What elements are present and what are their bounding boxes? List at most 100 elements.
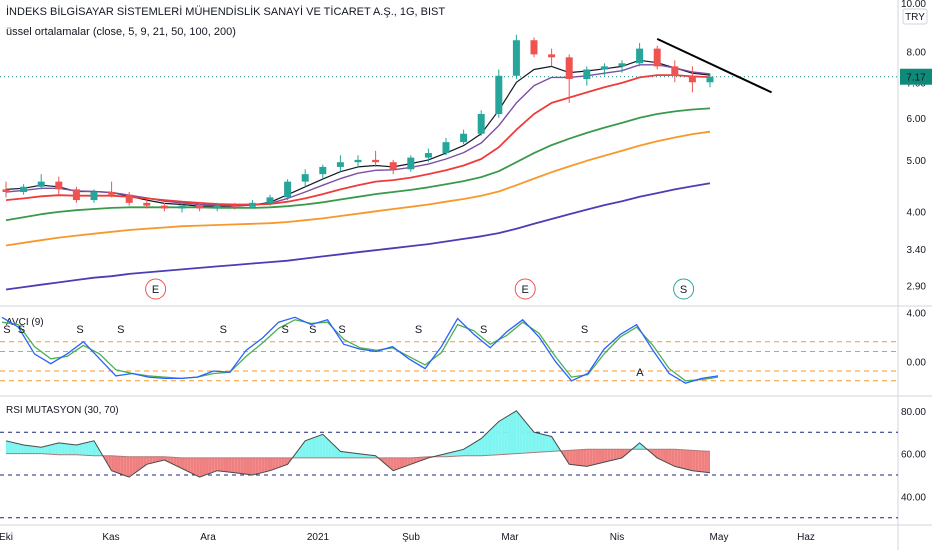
candle-body [301,174,309,182]
avci-signal-label: S [117,324,124,336]
candle-body [618,63,626,67]
rsi-fill [613,449,617,460]
rsi-fill [249,457,253,475]
rsi-fill [536,432,540,453]
rsi-fill [281,457,285,467]
rsi-fill [32,446,36,454]
rsi-fill [393,457,397,471]
rsi-fill [404,457,408,467]
rsi-fill [331,442,335,458]
rsi-fill [267,457,270,472]
candle-body [108,191,116,195]
avci-signal-label: S [220,324,227,336]
rsi-fill [639,442,643,450]
rsi-fill [223,457,226,472]
rsi-fill [314,436,317,458]
rsi-fill [583,449,587,467]
rsi-fill [390,457,394,471]
rsi-fill [366,454,370,458]
rsi-fill [507,414,511,455]
avci-signal-label: S [338,324,345,336]
ema-line-ema-100 [5,130,711,247]
candle-body [90,191,98,201]
candle-body [407,157,415,170]
candle-body [72,189,80,201]
rsi-fill [47,445,50,455]
price-tick-label: 6.00 [907,114,927,125]
rsi-fill [179,457,182,469]
rsi-fill [73,444,77,455]
rsi-fill [490,427,493,456]
candle-body [231,205,239,207]
candle-body [336,162,344,167]
rsi-fill [363,454,367,458]
rsi-fill [563,450,567,460]
trendline [656,37,773,94]
rsi-fill [11,442,15,454]
event-marker-label: S [680,284,687,296]
rsi-fill [44,445,48,454]
rsi-fill [211,457,215,473]
rsi-fill [586,449,590,467]
rsi-fill [70,444,74,455]
rsi-fill [67,443,71,455]
rsi-fill [619,449,622,459]
rsi-fill [29,445,33,454]
candle-body [688,75,696,83]
rsi-fill [126,456,130,478]
rsi-fill [85,442,89,456]
rsi-fill [208,457,212,474]
rsi-fill [472,442,476,456]
rsi-fill [140,456,144,469]
rsi-fill [173,457,177,466]
avci-pane-label: AVCI (9) [6,317,44,328]
rsi-fill [190,457,194,475]
rsi-fill [352,452,356,458]
rsi-fill [261,457,265,473]
rsi-fill [407,457,411,466]
rsi-fill [117,456,121,474]
rsi-fill [668,449,672,465]
candle-body [284,181,292,198]
time-tick-label: May [710,532,729,543]
avci-signal-label: S [309,324,316,336]
rsi-tick-label: 80.00 [901,407,926,418]
avci-signal-label: S [18,324,25,336]
candle-body [372,159,380,163]
rsi-fill [311,437,314,458]
rsi-fill [598,449,602,464]
rsi-fill [495,421,499,455]
rsi-fill [132,456,136,475]
avci-signal-label: S [281,324,288,336]
rsi-fill [651,449,655,456]
avci-signal-label: S [480,324,487,336]
rsi-fill [698,450,702,472]
rsi-fill [226,457,229,473]
rsi-fill [246,457,250,475]
rsi-fill [58,442,62,455]
rsi-fill [123,456,127,477]
rsi-fill [680,449,684,469]
rsi-fill [481,435,485,456]
rsi-fill [548,435,552,452]
rsi-fill [149,456,153,464]
rsi-fill [575,449,578,466]
price-tick-label: 8.00 [907,47,927,58]
price-tick-label: 10.00 [901,0,926,10]
rsi-fill [616,449,620,460]
candle-body [460,133,468,143]
rsi-fill [284,457,288,466]
rsi-fill [76,444,80,455]
price-tick-label: 5.00 [907,156,927,167]
rsi-fill [683,449,687,470]
candle-body [37,181,45,187]
rsi-fill [182,457,185,470]
rsi-fill [498,419,502,455]
avci-tick-label: 4.00 [907,308,927,319]
rsi-fill [677,449,681,468]
rsi-fill [402,457,405,468]
rsi-fill [143,456,147,467]
avci-signal-label: S [415,324,422,336]
rsi-fill [695,450,699,472]
